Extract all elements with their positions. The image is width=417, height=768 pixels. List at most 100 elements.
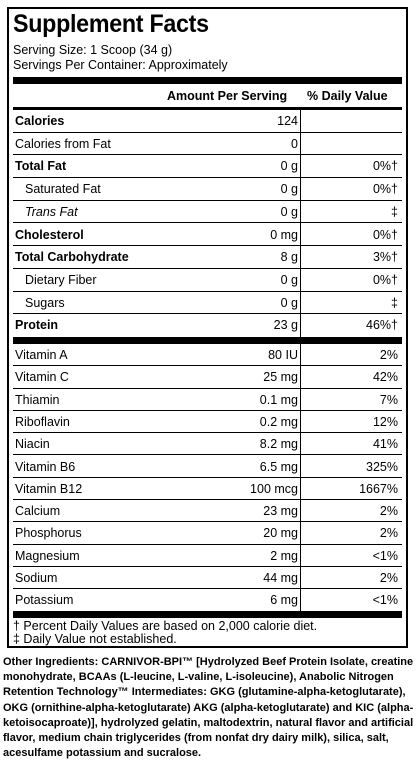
- nutrient-name: Cholesterol: [15, 227, 84, 242]
- nutrient-row: Sugars 0 g ‡: [13, 292, 402, 315]
- nutrient-daily-value: 46%†: [366, 318, 398, 333]
- nutrient-amount: 0 g: [280, 182, 298, 197]
- nutrient-row: Saturated Fat 0 g 0%†: [13, 178, 402, 201]
- nutrient-row: Phosphorus 20 mg 2%: [13, 522, 402, 545]
- nutrient-name: Total Carbohydrate: [15, 250, 129, 265]
- nutrient-name: Calories: [15, 114, 65, 128]
- nutrient-daily-value: 2%: [379, 571, 398, 585]
- nutrient-amount: 6.5 mg: [259, 459, 298, 474]
- nutrient-row: Trans Fat 0 g ‡: [13, 201, 402, 224]
- nutrient-name: Sugars: [25, 295, 65, 310]
- nutrient-daily-value: <1%: [372, 593, 398, 608]
- nutrient-name: Saturated Fat: [25, 182, 101, 197]
- nutrient-name: Vitamin B12: [15, 481, 83, 496]
- nutrient-daily-value: 3%†: [372, 250, 398, 265]
- nutrient-amount: 25 mg: [263, 370, 298, 385]
- nutrient-amount: 0 g: [280, 204, 298, 219]
- divider-header: [13, 107, 402, 110]
- nutrient-row: Dietary Fiber 0 g 0%†: [13, 269, 402, 292]
- nutrient-amount: 20 mg: [263, 526, 298, 541]
- supplement-facts-panel: Supplement Facts Serving Size: 1 Scoop (…: [7, 7, 408, 648]
- nutrient-daily-value: 42%: [372, 370, 398, 385]
- divider-thick-3: [13, 611, 402, 618]
- nutrient-row: Calories 124: [13, 110, 402, 133]
- nutrient-name: Vitamin C: [15, 370, 69, 385]
- dv-column-header: % Daily Value: [307, 89, 388, 103]
- nutrient-amount: 6 mg: [270, 593, 298, 608]
- nutrient-name: Riboflavin: [15, 414, 70, 429]
- nutrient-amount: 0.2 mg: [259, 414, 298, 429]
- nutrient-daily-value: <1%: [372, 548, 398, 563]
- nutrient-name: Calories from Fat: [15, 136, 111, 151]
- nutrient-daily-value: 325%: [366, 459, 398, 474]
- nutrient-row: Calcium 23 mg 2%: [13, 500, 402, 523]
- nutrient-row: Vitamin B12 100 mcg 1667%: [13, 478, 402, 501]
- nutrient-amount: 80 IU: [268, 348, 298, 362]
- nutrient-amount: 100 mcg: [250, 481, 298, 496]
- footnote-dv-not-established: ‡ Daily Value not established.: [13, 632, 177, 646]
- nutrient-name: Calcium: [15, 504, 61, 519]
- nutrient-row: Calories from Fat 0: [13, 133, 402, 156]
- nutrient-name: Thiamin: [15, 392, 60, 407]
- nutrient-daily-value: 41%: [372, 437, 398, 452]
- nutrient-row: Protein 23 g 46%†: [13, 314, 402, 336]
- nutrient-name: Vitamin A: [15, 348, 68, 362]
- nutrient-amount: 2 mg: [270, 548, 298, 563]
- nutrient-daily-value: 2%: [379, 526, 398, 541]
- nutrient-amount: 44 mg: [263, 571, 298, 585]
- nutrient-amount: 124: [277, 114, 298, 128]
- nutrient-row: Vitamin C 25 mg 42%: [13, 366, 402, 389]
- amount-column-header: Amount Per Serving: [167, 89, 288, 103]
- footnote-percent-dv: † Percent Daily Values are based on 2,00…: [13, 619, 318, 633]
- nutrient-row: Vitamin B6 6.5 mg 325%: [13, 456, 402, 478]
- nutrient-name: Sodium: [15, 571, 58, 585]
- nutrient-daily-value: 12%: [372, 414, 398, 429]
- nutrient-name: Magnesium: [15, 548, 80, 563]
- nutrient-row: Cholesterol 0 mg 0%†: [13, 224, 402, 247]
- nutrient-amount: 8 g: [280, 250, 298, 265]
- divider-thick: [13, 77, 402, 84]
- nutrient-amount: 0 g: [280, 159, 298, 174]
- nutrient-amount: 0 g: [280, 272, 298, 287]
- nutrient-row: Thiamin 0.1 mg 7%: [13, 389, 402, 411]
- nutrient-amount: 0.1 mg: [259, 392, 298, 407]
- nutrient-name: Vitamin B6: [15, 459, 76, 474]
- nutrient-row: Potassium 6 mg <1%: [13, 589, 402, 610]
- nutrient-name: Dietary Fiber: [25, 272, 97, 287]
- nutrient-name: Phosphorus: [15, 526, 82, 541]
- divider-thick-2: [13, 337, 402, 344]
- nutrient-amount: 23 mg: [263, 504, 298, 519]
- nutrient-daily-value: 0%†: [372, 227, 398, 242]
- nutrient-row: Niacin 8.2 mg 41%: [13, 433, 402, 456]
- nutrient-name: Trans Fat: [25, 204, 78, 219]
- nutrient-name: Protein: [15, 318, 59, 333]
- nutrient-daily-value: 7%: [379, 392, 398, 407]
- nutrient-name: Total Fat: [15, 159, 67, 174]
- nutrient-daily-value: 1667%: [359, 481, 398, 496]
- nutrient-row: Total Carbohydrate 8 g 3%†: [13, 246, 402, 269]
- column-divider-micros: [300, 344, 301, 611]
- other-ingredients: Other Ingredients: CARNIVOR-BPI™ [Hydrol…: [3, 656, 414, 760]
- nutrient-name: Potassium: [15, 593, 74, 608]
- nutrient-amount: 8.2 mg: [259, 437, 298, 452]
- nutrient-amount: 0: [291, 136, 298, 151]
- nutrient-amount: 0 g: [280, 295, 298, 310]
- nutrient-amount: 0 mg: [270, 227, 298, 242]
- serving-size: Serving Size: 1 Scoop (34 g): [13, 43, 173, 57]
- nutrient-daily-value: 0%†: [372, 272, 398, 287]
- nutrient-amount: 23 g: [273, 318, 298, 333]
- nutrient-name: Niacin: [15, 437, 50, 452]
- nutrient-row: Magnesium 2 mg <1%: [13, 545, 402, 567]
- nutrient-row: Riboflavin 0.2 mg 12%: [13, 411, 402, 434]
- nutrient-daily-value: 2%: [379, 504, 398, 519]
- nutrient-daily-value: 0%†: [372, 182, 398, 197]
- nutrient-row: Vitamin A 80 IU 2%: [13, 344, 402, 367]
- servings-per-container: Servings Per Container: Approximately: [13, 58, 228, 72]
- nutrient-daily-value: 0%†: [372, 159, 398, 174]
- nutrient-daily-value: ‡: [391, 295, 398, 310]
- nutrient-daily-value: 2%: [379, 348, 398, 362]
- column-divider-macros: [300, 110, 301, 337]
- nutrient-row: Sodium 44 mg 2%: [13, 567, 402, 590]
- nutrient-row: Total Fat 0 g 0%†: [13, 155, 402, 179]
- panel-title: Supplement Facts: [13, 10, 209, 38]
